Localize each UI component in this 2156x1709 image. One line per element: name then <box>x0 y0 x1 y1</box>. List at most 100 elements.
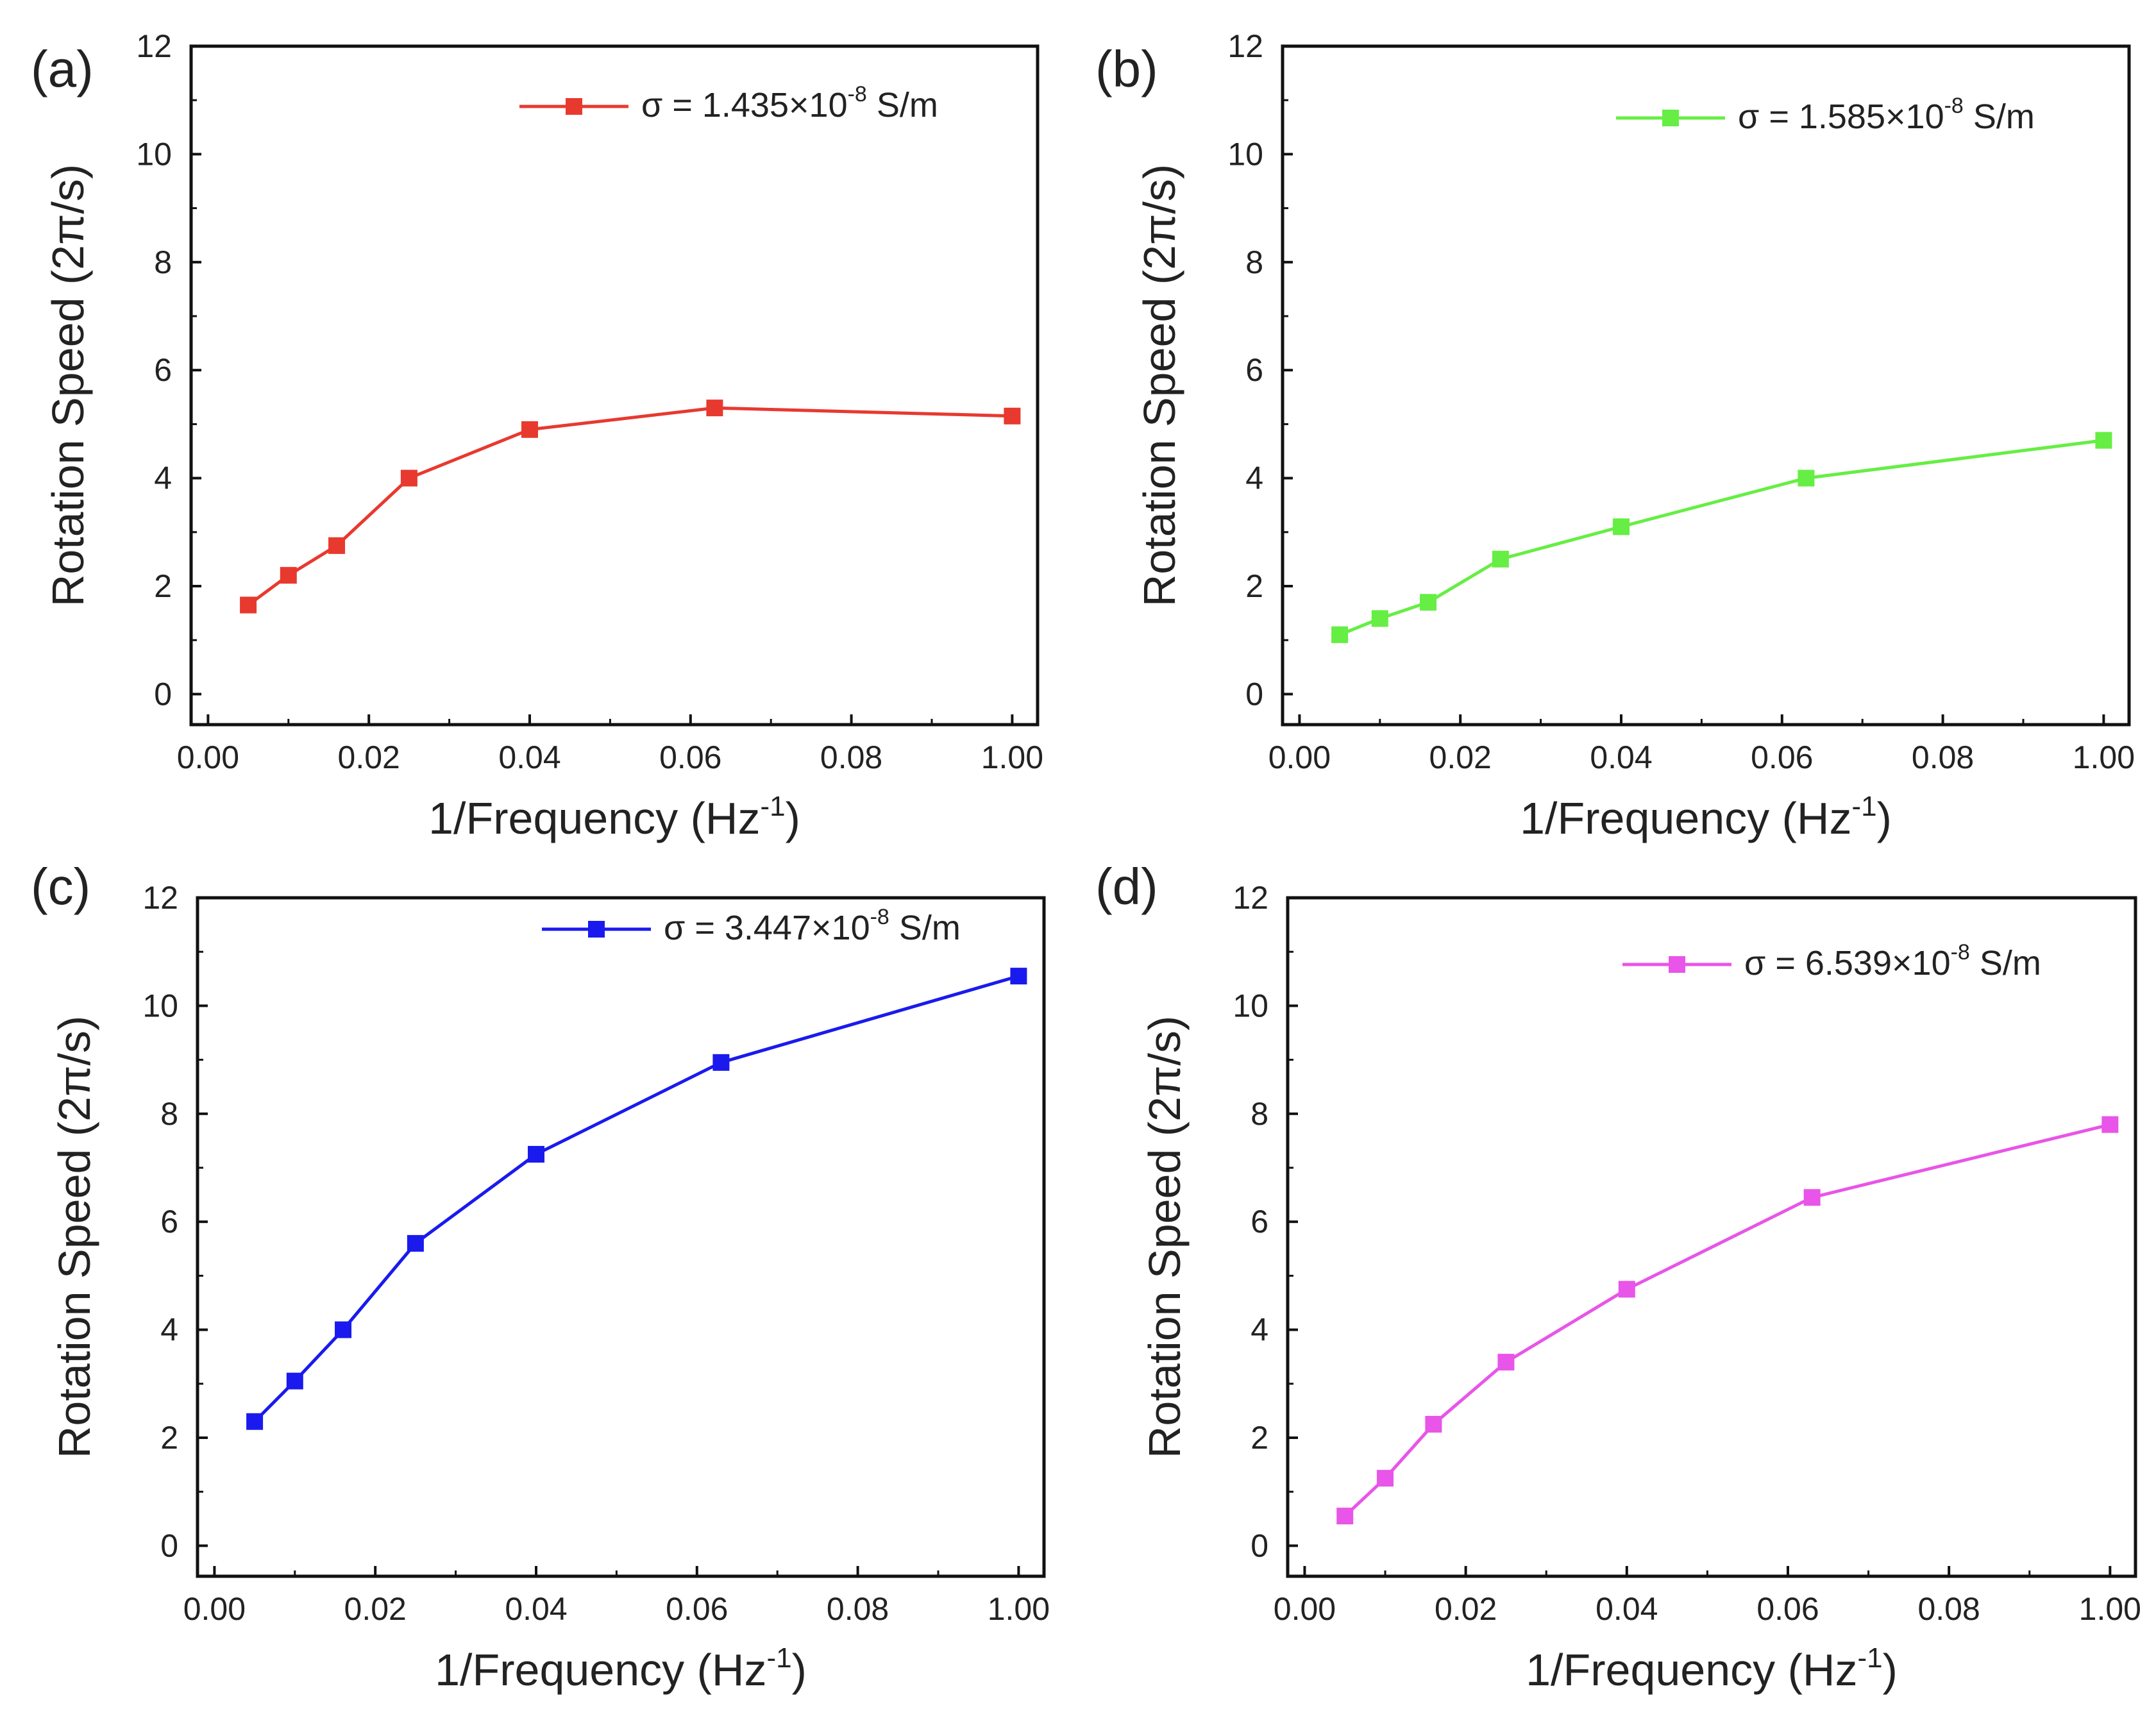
data-point <box>706 400 723 417</box>
y-tick-label: 8 <box>1245 244 1263 280</box>
y-tick-label: 12 <box>142 880 178 916</box>
y-tick-label: 6 <box>154 352 172 388</box>
y-tick-label: 10 <box>1227 136 1263 172</box>
x-tick-label: 1.00 <box>2079 1591 2141 1627</box>
y-tick-label: 8 <box>160 1096 178 1132</box>
y-tick-label: 4 <box>1251 1312 1268 1348</box>
legend-marker <box>1662 110 1679 126</box>
x-tick-label: 0.04 <box>1596 1591 1658 1627</box>
series-line <box>253 974 1020 1423</box>
data-point <box>246 1413 264 1430</box>
data-point <box>2101 1116 2119 1133</box>
data-point <box>1336 1508 1354 1525</box>
data-point <box>240 596 257 614</box>
data-point <box>1331 626 1349 643</box>
data-point <box>407 1234 424 1252</box>
y-tick-label: 0 <box>1245 676 1263 712</box>
data-point <box>712 1054 730 1071</box>
y-tick-label: 8 <box>154 244 172 280</box>
x-tick-label: 0.02 <box>344 1591 407 1627</box>
legend-label: σ = 6.539×10-8 S/m <box>1744 940 2041 982</box>
y-tick-label: 10 <box>136 136 172 172</box>
x-tick-label: 0.00 <box>1274 1591 1336 1627</box>
series-line <box>247 406 1013 607</box>
x-axis-title: 1/Frequency (Hz-1) <box>435 1642 807 1695</box>
y-axis-title: Rotation Speed (2π/s) <box>1134 164 1184 607</box>
series-line <box>1343 1123 2110 1517</box>
data-point <box>280 567 297 584</box>
panel-label: (c) <box>31 858 90 915</box>
y-tick-label: 10 <box>142 988 178 1023</box>
data-point <box>286 1372 303 1390</box>
x-tick-label: 0.06 <box>1756 1591 1819 1627</box>
data-point <box>1010 968 1027 985</box>
x-tick-label: 0.04 <box>498 739 560 775</box>
legend-label: σ = 1.585×10-8 S/m <box>1738 94 2035 136</box>
data-point <box>1371 610 1388 627</box>
x-tick-label: 0.08 <box>1917 1591 1980 1627</box>
y-axis-title: Rotation Speed (2π/s) <box>43 164 93 607</box>
x-tick-label: 1.00 <box>2073 739 2135 775</box>
x-tick-label: 0.02 <box>1429 739 1492 775</box>
x-tick-label: 0.02 <box>338 739 400 775</box>
data-point <box>1004 407 1021 425</box>
data-point <box>400 469 417 487</box>
y-tick-label: 8 <box>1251 1096 1268 1132</box>
data-point <box>1803 1189 1821 1206</box>
chart-panel-1: (a) 0 2 4 6 8 10 12 0.00 0.02 0.04 0.06 0.08 1.00 1/Fr… <box>31 28 1043 843</box>
plot-frame <box>1281 44 2131 727</box>
series-line <box>1339 439 2104 637</box>
x-tick-label: 0.08 <box>1912 739 1974 775</box>
data-point <box>2095 432 2112 449</box>
data-point <box>1618 1281 1635 1298</box>
y-tick-label: 2 <box>1251 1420 1268 1456</box>
x-tick-label: 0.00 <box>183 1591 246 1627</box>
chart-panel-2: (b) 0 2 4 6 8 10 12 0.00 0.02 0.04 0.06 0.08 1.00 1/Fr… <box>1095 28 2135 843</box>
y-axis-title: Rotation Speed (2π/s) <box>1140 1016 1190 1458</box>
legend-label: σ = 1.435×10-8 S/m <box>641 82 938 124</box>
y-tick-label: 12 <box>1227 28 1263 64</box>
data-point <box>1425 1415 1442 1433</box>
y-tick-label: 6 <box>160 1204 178 1240</box>
x-axis-title: 1/Frequency (Hz-1) <box>1520 791 1892 843</box>
y-tick-label: 0 <box>160 1528 178 1563</box>
legend-marker <box>1669 956 1685 973</box>
panel-label: (b) <box>1095 40 1158 97</box>
chart-panel-4: (d) 0 2 4 6 8 10 12 0.00 0.02 0.04 0.06 0.08 1.00 1/Fr… <box>1095 858 2141 1695</box>
plot-frame <box>189 44 1040 727</box>
data-point <box>1492 550 1509 568</box>
legend-label: σ = 3.447×10-8 S/m <box>664 905 961 947</box>
data-point <box>1798 469 1815 487</box>
x-tick-label: 0.00 <box>177 739 239 775</box>
x-tick-label: 0.04 <box>505 1591 567 1627</box>
y-axis-title: Rotation Speed (2π/s) <box>49 1016 99 1458</box>
data-point <box>335 1321 352 1338</box>
x-tick-label: 0.00 <box>1268 739 1331 775</box>
y-tick-label: 6 <box>1245 352 1263 388</box>
data-point <box>521 421 538 438</box>
y-tick-label: 4 <box>160 1312 178 1348</box>
x-tick-label: 1.00 <box>988 1591 1050 1627</box>
x-axis-title: 1/Frequency (Hz-1) <box>428 791 800 843</box>
x-tick-label: 0.08 <box>820 739 882 775</box>
x-tick-label: 1.00 <box>981 739 1043 775</box>
y-tick-label: 10 <box>1233 988 1268 1023</box>
x-tick-label: 0.04 <box>1590 739 1652 775</box>
panel-label: (d) <box>1095 858 1158 915</box>
data-point <box>1377 1470 1394 1487</box>
data-point <box>1420 594 1437 611</box>
legend-marker <box>566 98 582 115</box>
plot-frame <box>1286 896 2137 1578</box>
x-tick-label: 0.06 <box>1751 739 1813 775</box>
y-tick-label: 2 <box>160 1420 178 1456</box>
y-tick-label: 12 <box>1233 880 1268 916</box>
y-tick-label: 0 <box>154 676 172 712</box>
y-tick-label: 2 <box>1245 568 1263 604</box>
y-tick-label: 0 <box>1251 1528 1268 1563</box>
chart-panel-3: (c) 0 2 4 6 8 10 12 0.00 0.02 0.04 0.06 0.08 1.00 1/Fr… <box>31 858 1050 1695</box>
plot-frame <box>196 896 1046 1578</box>
data-point <box>1613 518 1630 535</box>
y-tick-label: 2 <box>154 568 172 604</box>
x-axis-title: 1/Frequency (Hz-1) <box>1526 1642 1898 1695</box>
y-tick-label: 4 <box>154 460 172 496</box>
